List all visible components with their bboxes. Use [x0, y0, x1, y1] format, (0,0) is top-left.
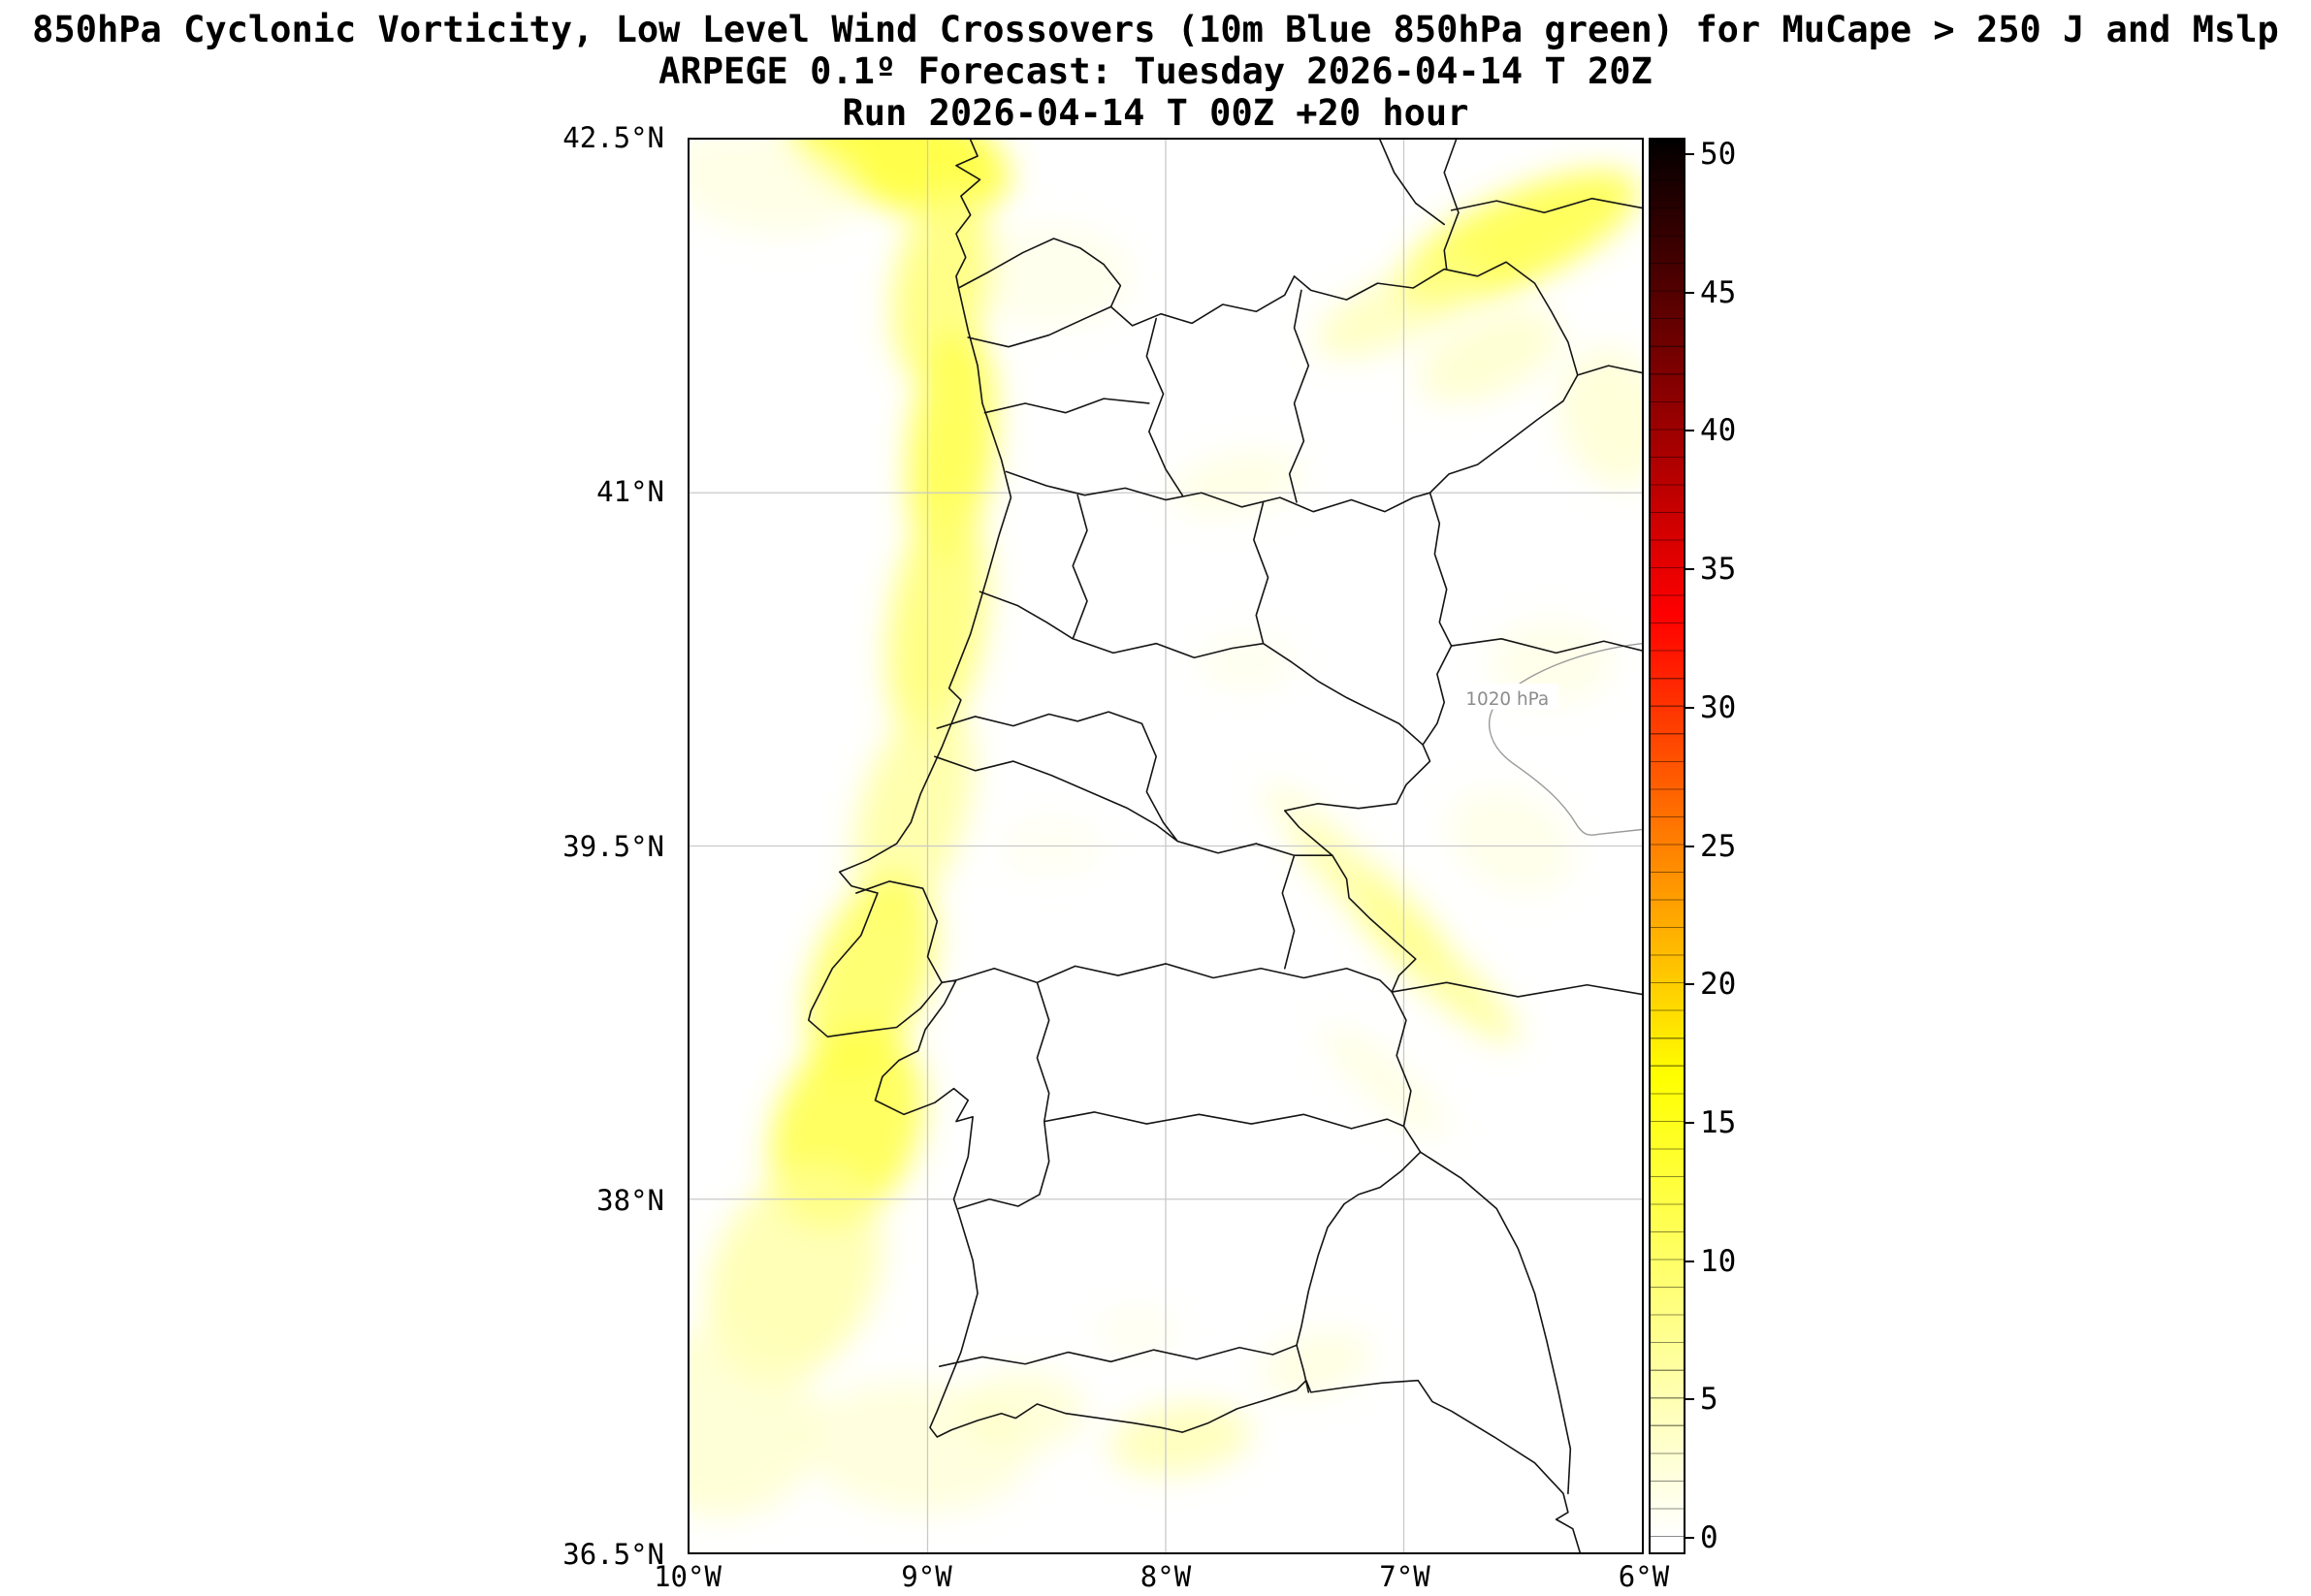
- colorbar-tick-label: 5: [1700, 1382, 1718, 1418]
- colorbar: [1649, 138, 1685, 1554]
- portugal-district-boundaries-path: [856, 290, 1430, 1366]
- vorticity-blob: [1558, 347, 1642, 488]
- vorticity-blob: [1262, 782, 1364, 877]
- boundaries: [809, 140, 1642, 1552]
- colorbar-tick-label: 50: [1700, 137, 1737, 173]
- colorbar-tick-label: 0: [1700, 1519, 1718, 1555]
- graticule: [690, 140, 1642, 1552]
- colorbar-tick-mark: [1685, 845, 1694, 847]
- mslp-contour-group: 1020 hPa: [1458, 644, 1642, 836]
- map-svg: 1020 hPa: [690, 140, 1642, 1552]
- lat-tick-label: 36.5°N: [562, 1538, 664, 1571]
- lon-tick-label: 9°W: [901, 1560, 952, 1593]
- colorbar-tick-label: 10: [1700, 1243, 1737, 1279]
- lon-tick-label: 10°W: [654, 1560, 722, 1593]
- colorbar-tick-label: 20: [1700, 967, 1737, 1003]
- vorticity-blob: [1323, 1025, 1447, 1137]
- colorbar-tick-marks: [1685, 138, 1694, 1554]
- lat-tick-labels: 42.5°N 41°N 39.5°N 38°N 36.5°N: [0, 121, 676, 1571]
- colorbar-tick-mark: [1685, 430, 1694, 432]
- lon-tick-label: 7°W: [1379, 1560, 1430, 1593]
- lat-tick-label: 41°N: [596, 475, 664, 509]
- lon-tick-label: 8°W: [1139, 1560, 1192, 1593]
- lat-tick-label: 38°N: [596, 1183, 664, 1217]
- colorbar-tick-label: 30: [1700, 689, 1737, 725]
- lat-tick-label: 39.5°N: [562, 829, 664, 863]
- vorticity-blob: [1094, 1305, 1180, 1357]
- vorticity-blob: [706, 1165, 883, 1384]
- colorbar-tick-label: 25: [1700, 828, 1737, 864]
- mslp-label-mask: [1458, 683, 1559, 710]
- vorticity-blob: [853, 701, 974, 921]
- vorticity-blob: [1260, 1330, 1372, 1397]
- chart-titles: 850hPa Cyclonic Vorticity, Low Level Win…: [0, 9, 2311, 134]
- vorticity-blob: [886, 500, 988, 745]
- colorbar-level-lines: [1651, 151, 1684, 1537]
- colorbar-tick-mark: [1685, 568, 1694, 571]
- vorticity-blob: [970, 224, 1133, 329]
- colorbar-tick-label: 40: [1700, 413, 1737, 449]
- vorticity-blob: [690, 1327, 818, 1518]
- vorticity-shading: [690, 140, 1642, 1518]
- vorticity-blob: [1418, 309, 1560, 403]
- mslp-contour-label: 1020 hPa: [1465, 689, 1549, 710]
- colorbar-tick-mark: [1685, 983, 1694, 986]
- lon-tick-labels: 10°W 9°W 8°W 7°W 6°W: [654, 1560, 1669, 1596]
- vorticity-blob: [1315, 261, 1483, 358]
- colorbar-tick-label: 45: [1700, 274, 1737, 310]
- coastline-path: [809, 140, 1580, 1552]
- vorticity-blob: [960, 1371, 1085, 1452]
- vorticity-blob: [1199, 633, 1295, 691]
- chart-run-info: Run 2026-04-14 T 00Z +20 hour: [842, 92, 1469, 134]
- map-plot-area: 1020 hPa: [688, 138, 1644, 1554]
- colorbar-tick-mark: [1685, 153, 1694, 156]
- colorbar-tick-mark: [1685, 706, 1694, 709]
- colorbar-tick-labels: 0 5 10 15 20 25 30 35 40 45 50: [1700, 137, 1846, 1555]
- vorticity-blob: [1108, 1402, 1251, 1476]
- colorbar-tick-mark: [1685, 1260, 1694, 1262]
- chart-subtitle: ARPEGE 0.1º Forecast: Tuesday 2026-04-14…: [658, 50, 1653, 92]
- colorbar-tick-mark: [1685, 1121, 1694, 1124]
- colorbar-tick-label: 15: [1700, 1104, 1737, 1140]
- colorbar-tick-mark: [1685, 1398, 1694, 1401]
- mslp-contour-path: [1490, 644, 1642, 836]
- lat-tick-label: 42.5°N: [562, 121, 664, 154]
- vorticity-blob: [690, 140, 860, 237]
- vorticity-blob: [805, 874, 936, 1077]
- vorticity-blob: [1448, 788, 1574, 894]
- lon-tick-label: 6°W: [1618, 1560, 1670, 1593]
- colorbar-tick-mark: [1685, 1536, 1694, 1539]
- vorticity-blob: [1351, 893, 1518, 1043]
- chart-title: 850hPa Cyclonic Vorticity, Low Level Win…: [32, 9, 2279, 50]
- colorbar-tick-mark: [1685, 291, 1694, 294]
- vorticity-blob: [1172, 450, 1303, 517]
- spain-province-boundaries-path: [1380, 140, 1642, 1493]
- vorticity-blob: [907, 328, 996, 563]
- colorbar-tick-label: 35: [1700, 552, 1737, 588]
